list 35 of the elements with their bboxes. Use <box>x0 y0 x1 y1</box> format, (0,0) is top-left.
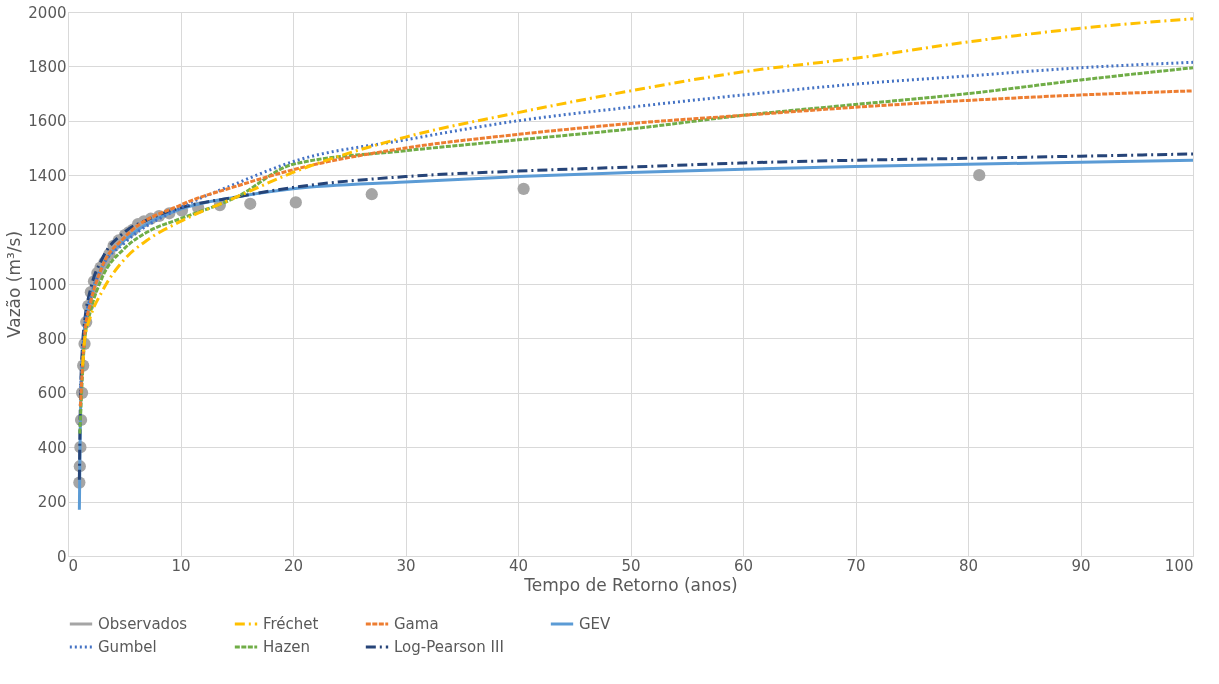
x-tick-label: 40 <box>508 556 529 575</box>
legend-label: Fréchet <box>263 615 319 633</box>
legend-label: Hazen <box>263 638 311 656</box>
y-tick-label: 1600 <box>28 112 67 131</box>
x-tick-label: 70 <box>846 556 866 575</box>
point <box>289 196 302 209</box>
y-tick-label: 1000 <box>28 275 67 294</box>
x-tick-label: 60 <box>733 556 754 575</box>
y-tick-label: 2000 <box>28 3 67 22</box>
y-tick-label: 600 <box>37 384 67 403</box>
x-tick-label: 80 <box>958 556 979 575</box>
y-tick-label: 1200 <box>28 221 67 240</box>
y-tick-label: 1400 <box>28 166 67 185</box>
legend-label: Observados <box>98 615 188 633</box>
x-tick-label: 90 <box>1071 556 1091 575</box>
legend-label: Log-Pearson III <box>394 638 504 656</box>
y-tick-label: 1800 <box>28 57 67 76</box>
y-axis-title: Vazão (m³/s) <box>4 230 25 339</box>
x-axis-title: Tempo de Retorno (anos) <box>523 574 738 595</box>
y-tick-label: 400 <box>37 438 67 457</box>
x-tick-label: 10 <box>171 556 191 575</box>
point <box>244 197 257 210</box>
x-tick-label: 100 <box>1164 556 1194 575</box>
x-tick-label: 50 <box>621 556 641 575</box>
point <box>973 169 986 182</box>
legend-label: GEV <box>579 615 612 633</box>
legend-label: Gama <box>394 615 439 633</box>
y-tick-label: 800 <box>37 329 67 348</box>
y-tick-label: 200 <box>37 493 67 512</box>
legend-label: Gumbel <box>98 638 157 656</box>
x-tick-label: 0 <box>68 556 79 575</box>
x-tick-label: 30 <box>396 556 416 575</box>
x-tick-label: 20 <box>283 556 304 575</box>
point <box>365 188 378 201</box>
point <box>517 182 530 195</box>
